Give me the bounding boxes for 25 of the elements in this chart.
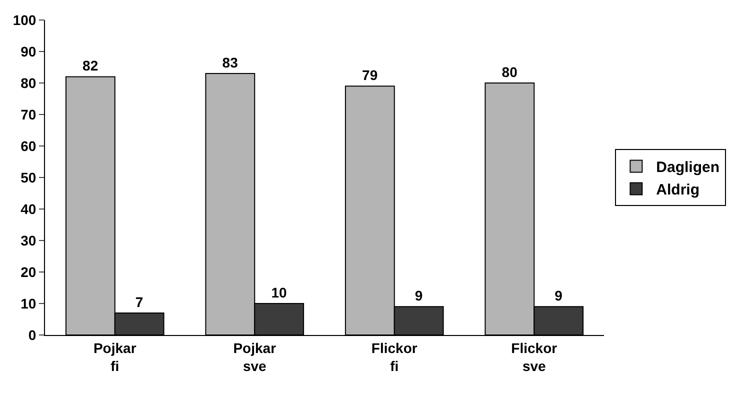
y-tick-label: 30 (20, 232, 36, 248)
y-tick-label: 70 (20, 106, 36, 122)
data-label: 10 (271, 284, 287, 300)
y-tick-label: 20 (20, 264, 36, 280)
y-tick-label: 40 (20, 200, 36, 217)
data-label: 79 (362, 67, 378, 84)
x-tick-label: Flickor fi (371, 340, 418, 374)
legend-label: Dagligen (656, 159, 720, 176)
legend-label: Aldrig (656, 182, 700, 199)
y-tick-label: 60 (20, 138, 36, 154)
data-label: 7 (135, 294, 144, 310)
data-label: 80 (502, 64, 518, 80)
y-tick-label: 0 (28, 326, 36, 343)
y-tick-label: 100 (12, 12, 36, 28)
y-tick-label: 50 (20, 169, 36, 186)
x-tick-label: Pojkar fi (93, 340, 137, 374)
y-tick-label: 10 (20, 295, 36, 312)
data-label: 82 (82, 58, 98, 74)
y-tick-label: 80 (20, 74, 36, 91)
data-label: 83 (222, 54, 238, 71)
x-tick-label: Pojkar sve (233, 340, 277, 374)
x-tick-label: Flickor sve (511, 340, 558, 374)
data-label: 9 (554, 288, 563, 304)
y-tick-label: 90 (20, 43, 36, 60)
data-label: 9 (414, 288, 423, 304)
